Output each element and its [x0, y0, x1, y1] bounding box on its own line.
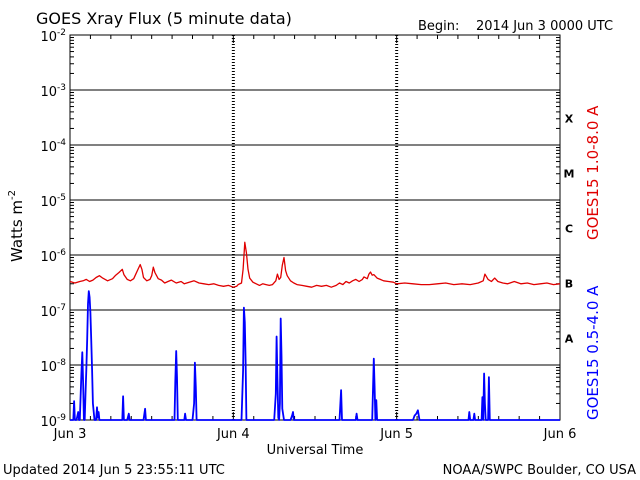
x-tick-label: Jun 6 [543, 427, 577, 442]
y-tick-label: 10-5 [40, 193, 66, 210]
x-axis-label: Universal Time [267, 443, 364, 458]
y-tick-base: 10 [40, 305, 57, 320]
updated-timestamp: Updated 2014 Jun 5 23:55:11 UTC [3, 463, 225, 478]
y-tick-exp: -5 [57, 193, 66, 203]
y-tick-exp: -4 [57, 138, 66, 148]
y-tick-label: 10-3 [40, 83, 66, 100]
y-axis-label-exp: -2 [7, 190, 18, 200]
flare-class-label: C [565, 223, 573, 236]
x-tick-label: Jun 4 [216, 427, 250, 442]
y-tick-base: 10 [40, 250, 57, 265]
x-tick-label: Jun 5 [379, 427, 413, 442]
x-axis: Jun 3 Jun 4 Jun 5 Jun 6 [53, 35, 577, 442]
y-tick-exp: -9 [57, 413, 66, 423]
y-tick-label: 10-2 [40, 28, 66, 45]
flare-class-label: M [564, 168, 575, 181]
series-lines [69, 241, 561, 421]
y-axis-label-base: Watts m [8, 200, 26, 262]
chart-title: GOES Xray Flux (5 minute data) [36, 9, 292, 28]
y-tick-base: 10 [40, 30, 57, 45]
flare-class-label: X [565, 113, 574, 126]
plot-frame [69, 34, 561, 421]
grid-lines [70, 89, 560, 366]
series-line-long [69, 241, 561, 288]
y-tick-base: 10 [40, 195, 57, 210]
y-tick-base: 10 [40, 360, 57, 375]
y-tick-base: 10 [40, 415, 57, 430]
x-tick-label: Jun 3 [53, 427, 87, 442]
series-line-short [70, 290, 560, 421]
legend-series-long: GOES15 1.0-8.0 A [584, 105, 602, 240]
y-tick-exp: -3 [57, 83, 66, 93]
flare-class-label: A [565, 333, 574, 346]
y-axis-label: Watts m-2 [7, 190, 26, 262]
y-tick-label: 10-9 [40, 413, 66, 430]
begin-value: 2014 Jun 3 0000 UTC [476, 19, 613, 34]
y-tick-base: 10 [40, 85, 57, 100]
y-axis: 10-210-310-410-510-610-710-810-9 [40, 28, 560, 430]
flare-class-label: B [565, 278, 573, 291]
y-tick-label: 10-6 [40, 248, 66, 265]
flare-class-labels: X M C B A [564, 113, 575, 346]
y-tick-exp: -8 [57, 358, 66, 368]
y-tick-label: 10-7 [40, 303, 66, 320]
y-tick-base: 10 [40, 140, 57, 155]
legend-series-short: GOES15 0.5-4.0 A [584, 285, 602, 420]
y-tick-exp: -6 [57, 248, 66, 258]
y-tick-label: 10-4 [40, 138, 66, 155]
begin-label: Begin: [418, 19, 459, 34]
y-tick-exp: -7 [57, 303, 66, 313]
y-tick-exp: -2 [57, 28, 66, 38]
y-tick-label: 10-8 [40, 358, 66, 375]
day-dividers [231, 35, 399, 420]
credit-text: NOAA/SWPC Boulder, CO USA [443, 463, 636, 478]
